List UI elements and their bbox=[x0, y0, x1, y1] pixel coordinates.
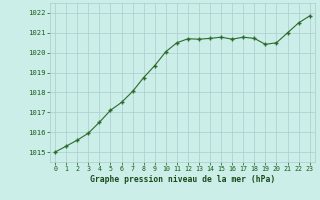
X-axis label: Graphe pression niveau de la mer (hPa): Graphe pression niveau de la mer (hPa) bbox=[90, 175, 275, 184]
